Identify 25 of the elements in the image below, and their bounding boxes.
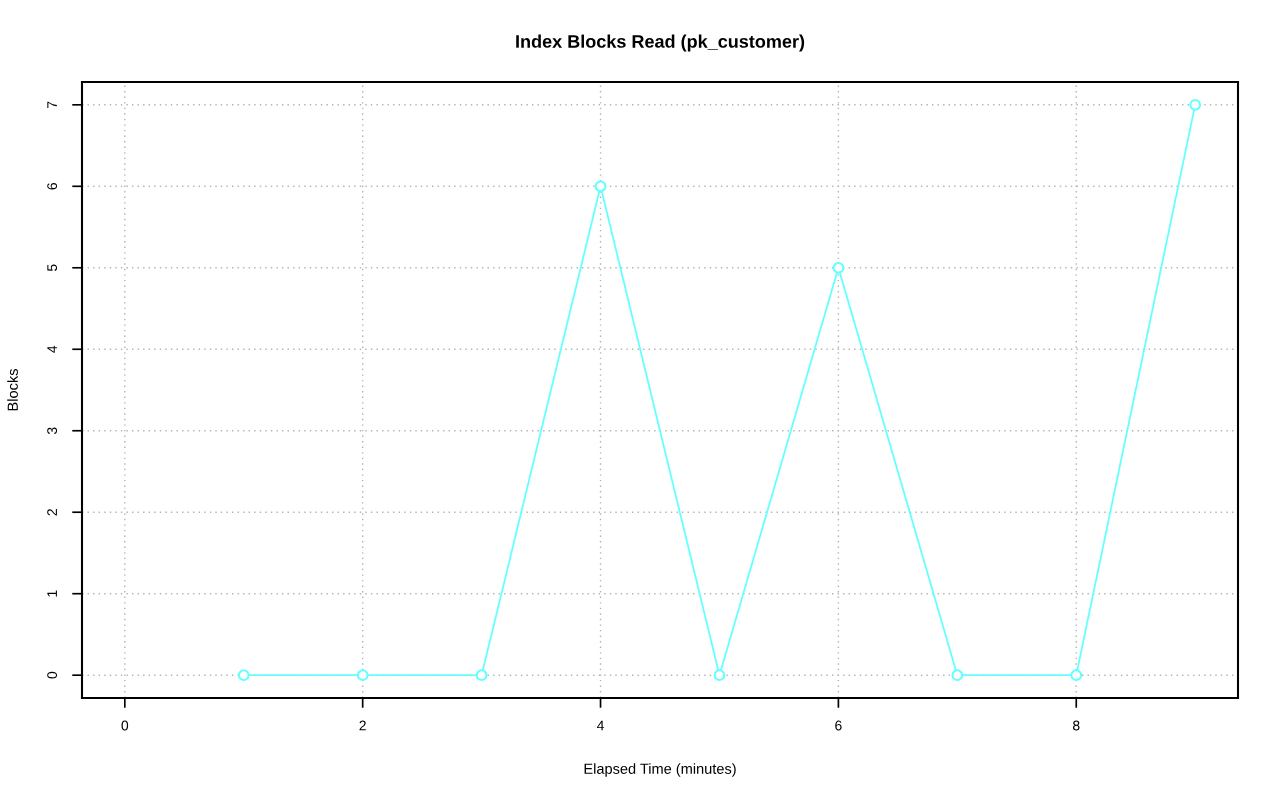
x-tick-label: 2: [359, 720, 366, 731]
x-axis-title: Elapsed Time (minutes): [584, 763, 736, 777]
point: [356, 669, 369, 682]
y-tick-label: 5: [47, 264, 58, 272]
x-tick-label: 6: [835, 720, 842, 731]
point: [1189, 98, 1202, 111]
y-tick-label: 0: [47, 671, 58, 679]
y-axis-title: Blocks: [7, 369, 18, 411]
y-tick-label: 7: [47, 101, 57, 108]
y-tick-label: 1: [47, 590, 57, 597]
x-tick-label: 0: [121, 720, 129, 731]
point: [1070, 669, 1083, 682]
y-tick-label: 4: [47, 345, 57, 353]
y-tick-label: 3: [47, 427, 58, 435]
y-tick-label: 6: [47, 183, 58, 190]
point: [951, 669, 964, 682]
y-tick-label: 2: [47, 509, 57, 516]
point: [237, 669, 250, 682]
point: [475, 669, 488, 682]
point: [594, 180, 607, 193]
point: [713, 669, 726, 682]
x-tick-label: 8: [1073, 720, 1080, 731]
x-tick-label: 4: [596, 720, 604, 731]
chart-title: Index Blocks Read (pk_customer): [516, 34, 805, 52]
point: [832, 261, 845, 274]
